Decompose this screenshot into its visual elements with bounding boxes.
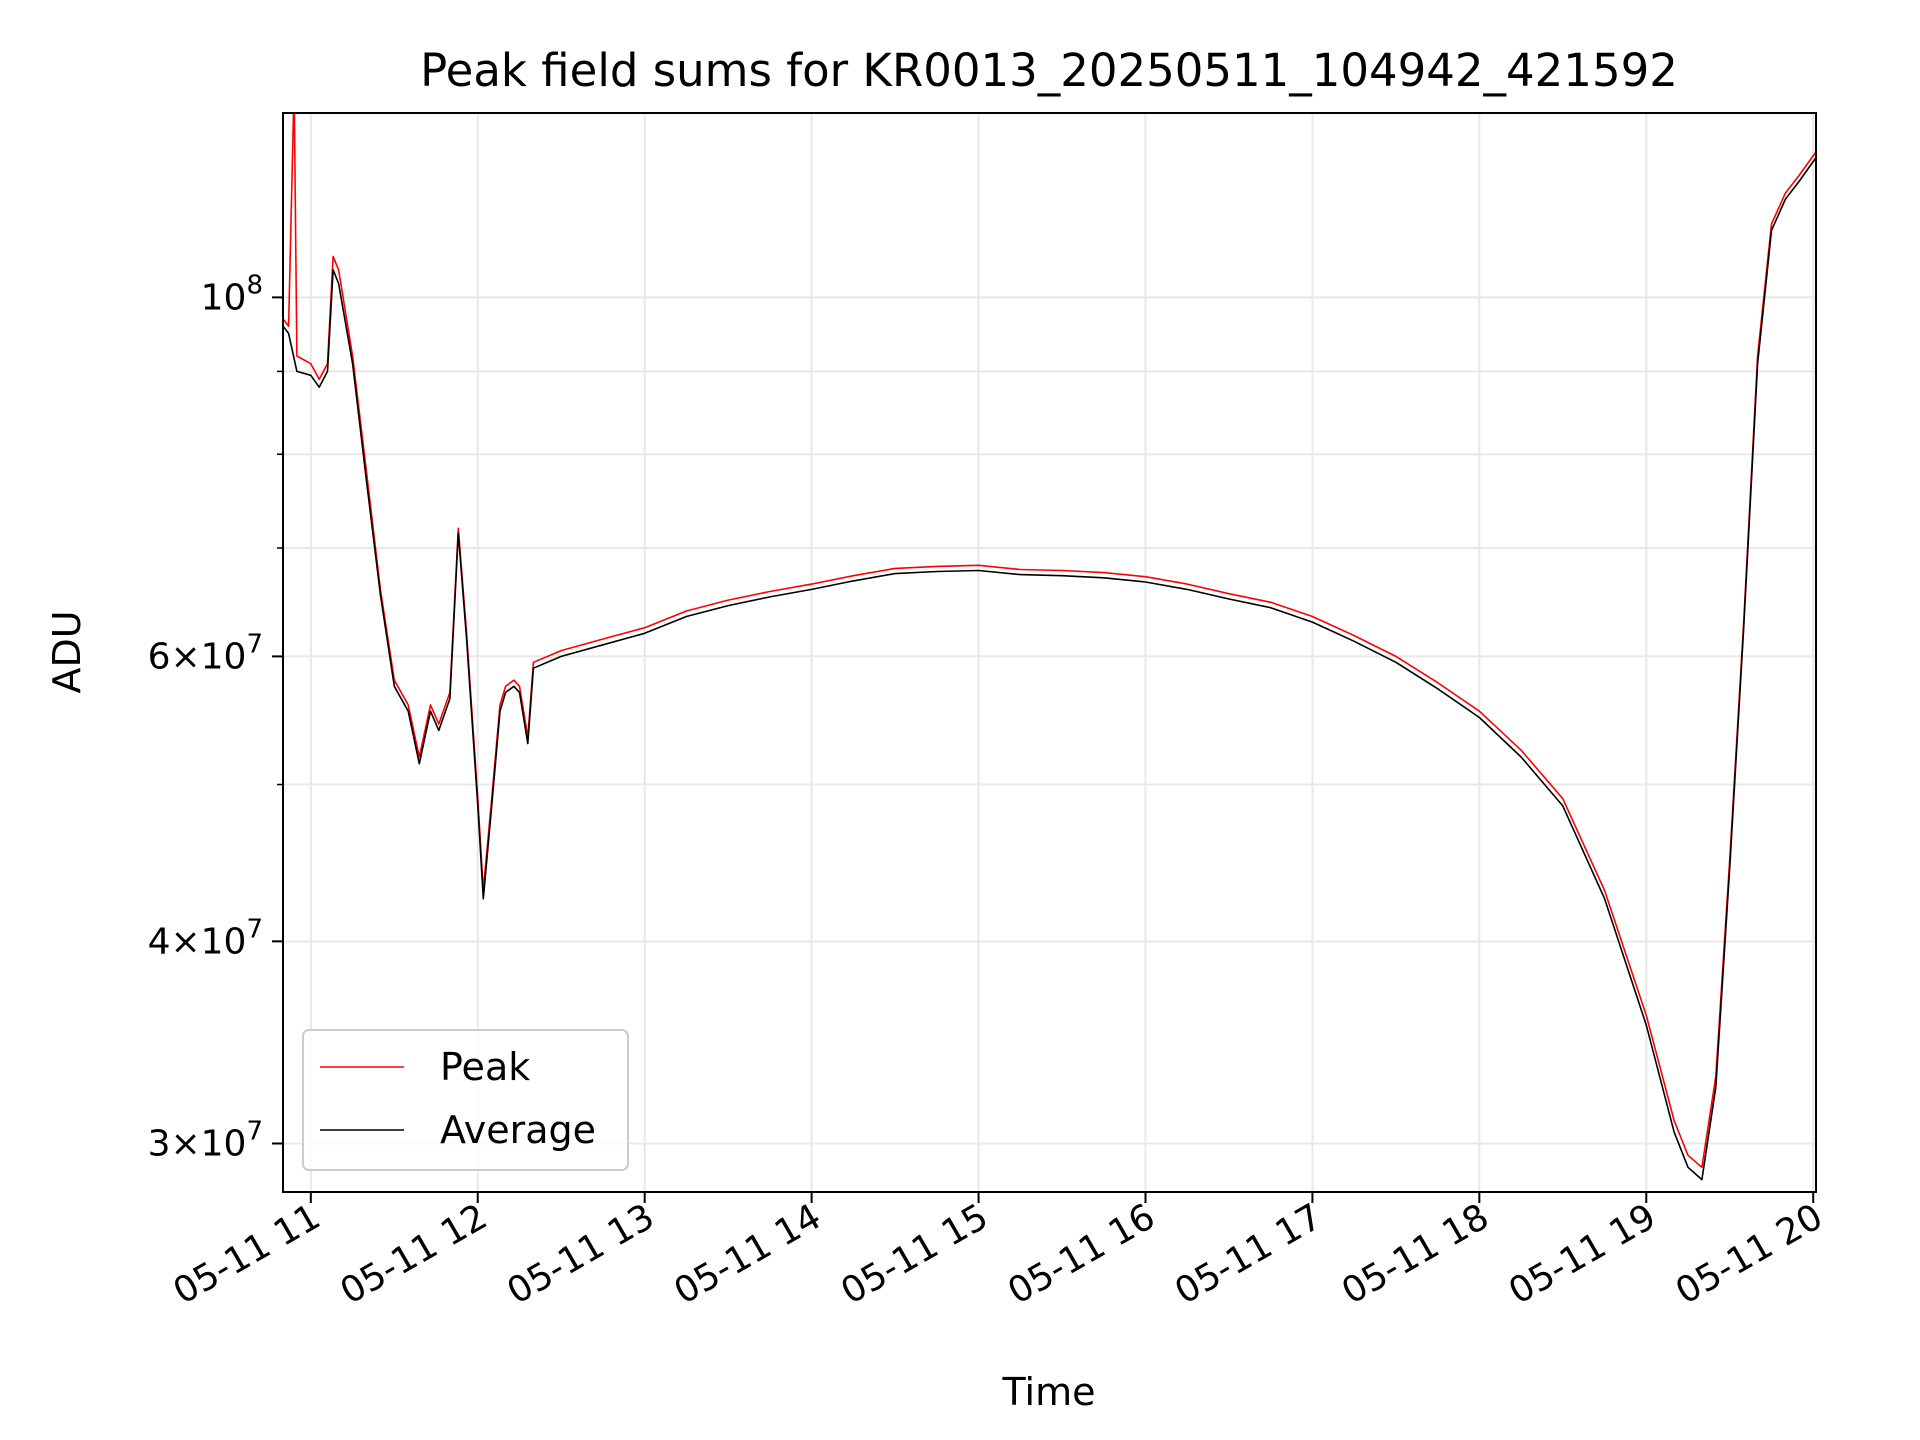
legend-label-average: Average bbox=[440, 1108, 596, 1152]
y-tick-label: 108 bbox=[201, 270, 263, 318]
y-tick-label: 4×107 bbox=[148, 914, 263, 962]
y-axis: 3×107 4×107 6×107 108 bbox=[148, 270, 283, 1165]
grid bbox=[283, 113, 1816, 1192]
series-line-average bbox=[283, 157, 1816, 1181]
y-axis-label: ADU bbox=[45, 610, 89, 693]
plot-frame bbox=[282, 112, 1817, 1193]
x-axis-label: Time bbox=[1002, 1370, 1096, 1414]
chart-title: Peak field sums for KR0013_20250511_1049… bbox=[420, 44, 1678, 97]
y-tick-label: 6×107 bbox=[148, 629, 263, 677]
legend: Peak Average bbox=[302, 1029, 629, 1171]
legend-label-peak: Peak bbox=[440, 1045, 530, 1089]
y-tick-label: 3×107 bbox=[148, 1117, 263, 1165]
series-layer bbox=[283, 113, 1816, 1181]
legend-box bbox=[302, 1029, 629, 1171]
